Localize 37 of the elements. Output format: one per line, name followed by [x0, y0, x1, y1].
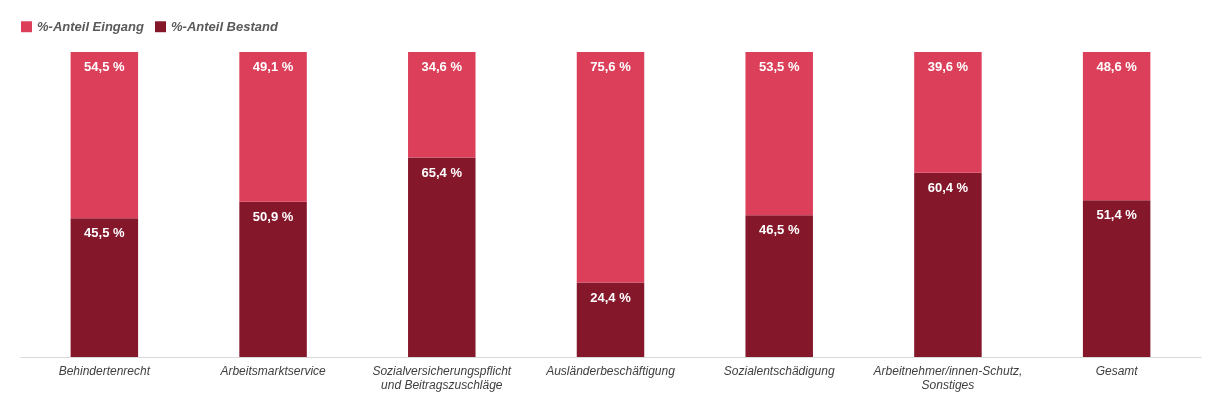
x-tick-label: Sozialentschädigung: [723, 363, 835, 378]
data-label: 39,6 %: [927, 59, 969, 74]
bar: [239, 201, 307, 357]
bar: [70, 218, 139, 357]
data-label: 34,6 %: [421, 59, 463, 74]
bar: [1082, 200, 1151, 357]
x-tick-label: Arbeitnehmer/innen-Schutz, Sonstiges: [872, 363, 1023, 392]
bar: [914, 52, 982, 173]
x-tick-label: Gesamt: [1095, 363, 1139, 378]
data-label: 75,6 %: [590, 59, 632, 74]
data-label: 49,1 %: [252, 59, 294, 74]
data-label: 60,4 %: [927, 179, 969, 195]
bar: [745, 215, 813, 357]
data-label: 45,5 %: [84, 225, 126, 241]
bar: [408, 157, 476, 357]
x-tick-label: Arbeitsmarktservice: [219, 363, 327, 378]
bar: [408, 52, 476, 158]
data-label: 53,5 %: [758, 59, 800, 74]
bar: [576, 282, 645, 357]
x-tick-label: Ausländerbeschäftigung: [545, 363, 676, 378]
legend-label: %-Anteil Eingang: [37, 18, 144, 34]
data-label: 48,6 %: [1096, 59, 1138, 74]
bar: [914, 172, 982, 357]
data-label: 24,4 %: [590, 289, 632, 305]
data-label: 46,5 %: [758, 222, 800, 238]
legend-label: %-Anteil Bestand: [171, 18, 279, 34]
bar: [745, 52, 813, 216]
x-tick-label: Behindertenrecht: [58, 363, 151, 378]
bar: [576, 52, 645, 283]
bar: [1082, 52, 1151, 201]
data-label: 54,5 %: [84, 59, 126, 74]
bar: [239, 52, 307, 202]
x-tick-label: Sozialversicherungspflicht und Beitragszuschläge: [372, 363, 512, 392]
data-label: 65,4 %: [421, 164, 463, 180]
data-label: 51,4 %: [1096, 207, 1138, 223]
bar: [70, 52, 139, 219]
data-label: 50,9 %: [252, 208, 294, 224]
